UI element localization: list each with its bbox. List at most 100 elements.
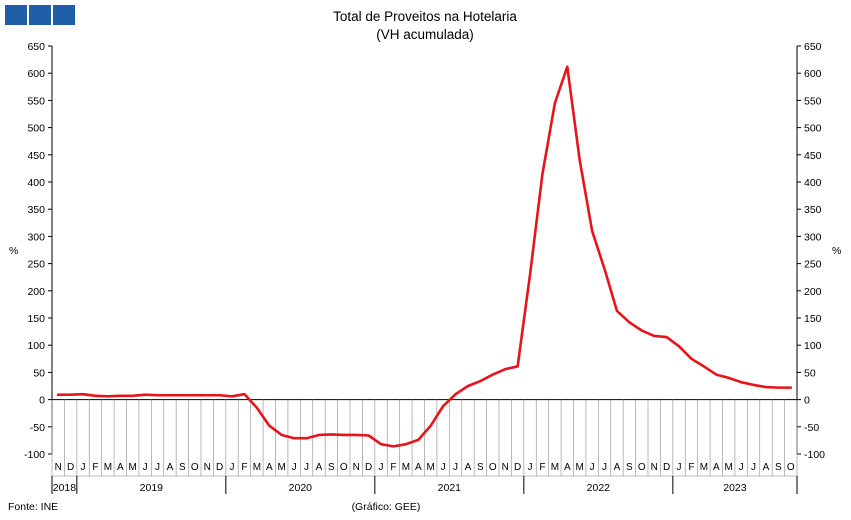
month-label: A <box>614 462 621 473</box>
month-label: A <box>316 462 323 473</box>
month-label: A <box>713 462 720 473</box>
month-label: J <box>230 462 235 473</box>
data-point <box>355 434 358 436</box>
y-tick-label-right: 450 <box>804 150 822 162</box>
month-label: A <box>763 462 770 473</box>
y-tick-label-right: 250 <box>804 259 822 271</box>
month-label: J <box>155 462 160 473</box>
month-label: J <box>81 462 86 473</box>
data-point <box>144 393 147 396</box>
data-point <box>566 65 569 68</box>
data-point <box>82 393 84 396</box>
y-tick-label-right: 0 <box>804 395 810 407</box>
series-group <box>56 65 793 448</box>
month-label: A <box>167 462 174 473</box>
month-label: M <box>725 462 733 473</box>
y-tick-label-right: 350 <box>804 204 822 216</box>
data-point <box>231 395 233 398</box>
data-point <box>777 386 780 389</box>
month-label: M <box>402 462 410 473</box>
month-label: J <box>677 462 682 473</box>
month-label: M <box>278 462 286 473</box>
data-point <box>467 385 469 387</box>
y-tick-label-left: 150 <box>27 313 45 325</box>
month-label: M <box>253 462 261 473</box>
month-label: F <box>539 462 545 473</box>
data-point <box>752 384 755 386</box>
y-tick-label-left: 250 <box>27 259 45 271</box>
data-point <box>454 393 457 396</box>
data-point <box>380 443 382 446</box>
month-label: D <box>216 462 223 473</box>
y-tick-label-right: -50 <box>804 422 819 434</box>
y-tick-label-right: 50 <box>804 367 816 379</box>
data-point <box>119 394 122 397</box>
month-label: J <box>379 462 384 473</box>
y-tick-label-left: 650 <box>27 41 45 53</box>
data-point <box>789 386 792 389</box>
month-label: J <box>590 462 595 473</box>
y-tick-label-left: 450 <box>27 150 45 162</box>
y-tick-label-right: 150 <box>804 313 822 325</box>
data-point <box>268 424 271 427</box>
data-point <box>193 394 196 397</box>
y-tick-label-left: -100 <box>24 449 45 461</box>
data-point <box>479 380 482 383</box>
data-point <box>603 268 606 270</box>
y-tick-label-right: 550 <box>804 95 822 107</box>
month-label: O <box>787 462 795 473</box>
data-point <box>305 437 308 440</box>
data-point <box>318 434 320 436</box>
y-tick-label-right: 650 <box>804 41 822 53</box>
y-tick-label-left: 200 <box>27 286 45 298</box>
data-point <box>169 394 171 397</box>
data-point <box>417 438 420 441</box>
month-label: J <box>751 462 756 473</box>
y-tick-label-right: -100 <box>804 449 825 461</box>
data-point <box>529 273 531 276</box>
month-label: J <box>304 462 309 473</box>
y-tick-label-right: 100 <box>804 340 822 352</box>
month-label: O <box>638 462 646 473</box>
data-point <box>293 437 296 440</box>
data-point <box>342 434 345 436</box>
month-label: J <box>292 462 297 473</box>
data-point <box>578 159 581 162</box>
y-tick-label-left: 350 <box>27 204 45 216</box>
chart-title: Total de Proveitos na Hotelaria <box>333 9 517 24</box>
y-tick-label-left: 50 <box>33 367 45 379</box>
data-point <box>218 394 221 397</box>
month-label: F <box>92 462 98 473</box>
data-point <box>280 434 283 436</box>
data-point <box>591 230 594 232</box>
y-tick-label-left: 500 <box>27 123 45 135</box>
month-label: M <box>700 462 708 473</box>
month-label: N <box>651 462 658 473</box>
data-point <box>640 329 643 332</box>
data-point <box>665 336 668 338</box>
month-label: A <box>564 462 571 473</box>
data-point <box>255 406 258 409</box>
month-label: A <box>117 462 124 473</box>
data-point <box>429 424 432 427</box>
month-label: J <box>143 462 148 473</box>
month-label: D <box>365 462 372 473</box>
data-point <box>516 365 519 368</box>
month-label: D <box>514 462 521 473</box>
year-label: 2023 <box>723 482 747 494</box>
y-axis-label-right: % <box>832 245 841 257</box>
series-line <box>56 65 793 448</box>
month-label: N <box>502 462 509 473</box>
y-tick-label-right: 200 <box>804 286 822 298</box>
data-point <box>156 394 159 397</box>
data-point <box>367 434 370 437</box>
month-label: M <box>551 462 559 473</box>
y-tick-label-left: 550 <box>27 95 45 107</box>
data-point <box>553 102 556 105</box>
y-tick-label-left: 600 <box>27 68 45 80</box>
month-label: J <box>453 462 458 473</box>
year-label: 2022 <box>587 482 611 494</box>
y-tick-label-left: 400 <box>27 177 45 189</box>
year-label: 2020 <box>289 482 313 494</box>
